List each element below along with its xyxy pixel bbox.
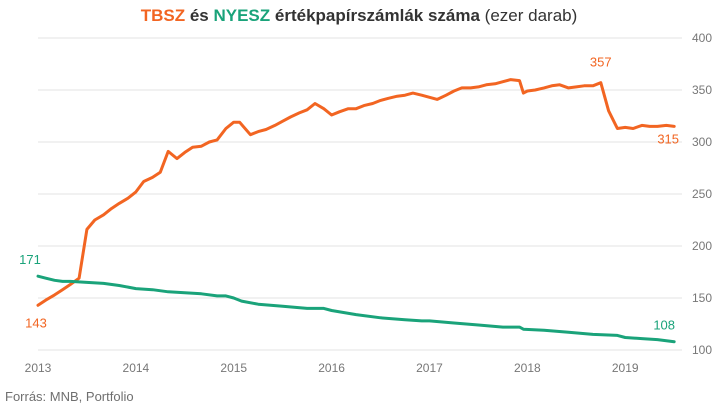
data-label-tbsz-357: 357 bbox=[590, 55, 612, 70]
y-axis: 100 150 200 250 300 350 400 bbox=[692, 31, 712, 357]
series-lines bbox=[36, 78, 676, 344]
y-tick-label-150: 150 bbox=[692, 291, 712, 305]
title-conjunction: és bbox=[185, 6, 214, 25]
data-label-tbsz-143: 143 bbox=[25, 315, 47, 330]
y-tick-label-400: 400 bbox=[692, 31, 712, 45]
series-line-nyesz bbox=[36, 274, 676, 344]
x-tick-label-2018: 2018 bbox=[514, 361, 541, 375]
chart-title: TBSZ és NYESZ értékpapírszámlák száma (e… bbox=[0, 6, 718, 26]
title-main: értékpapírszámlák száma bbox=[270, 6, 480, 25]
x-tick-label-2016: 2016 bbox=[318, 361, 345, 375]
y-tick-label-300: 300 bbox=[692, 135, 712, 149]
data-label-nyesz-171: 171 bbox=[19, 252, 41, 267]
title-nyesz: NYESZ bbox=[213, 6, 271, 25]
title-unit: (ezer darab) bbox=[479, 6, 578, 25]
series-line-tbsz bbox=[36, 78, 676, 307]
source-note: Forrás: MNB, Portfolio bbox=[5, 389, 134, 404]
y-tick-label-350: 350 bbox=[692, 83, 712, 97]
data-label-nyesz-108: 108 bbox=[653, 318, 675, 333]
x-tick-label-2019: 2019 bbox=[612, 361, 639, 375]
x-tick-label-2013: 2013 bbox=[25, 361, 52, 375]
data-label-tbsz-315: 315 bbox=[657, 131, 679, 146]
x-tick-label-2014: 2014 bbox=[123, 361, 150, 375]
title-tbsz: TBSZ bbox=[140, 6, 186, 25]
y-tick-label-100: 100 bbox=[692, 343, 712, 357]
x-tick-label-2015: 2015 bbox=[220, 361, 247, 375]
y-tick-label-200: 200 bbox=[692, 239, 712, 253]
gridlines bbox=[38, 37, 682, 351]
y-tick-label-250: 250 bbox=[692, 187, 712, 201]
x-axis: 2013 2014 2015 2016 2017 2018 2019 bbox=[25, 361, 639, 375]
x-tick-label-2017: 2017 bbox=[416, 361, 443, 375]
data-labels: 143 357 315 171 108 bbox=[19, 55, 679, 333]
